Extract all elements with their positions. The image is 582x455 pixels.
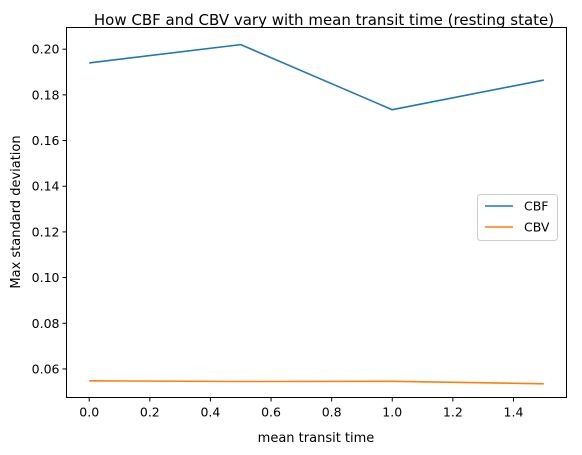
y-tick-label: 0.06 [32, 361, 60, 376]
x-tick-label: 0.0 [79, 405, 99, 420]
legend-label-cbf: CBF [524, 199, 549, 214]
y-tick-label: 0.16 [32, 133, 60, 148]
x-tick-label: 0.2 [140, 405, 160, 420]
legend-label-cbv: CBV [524, 220, 550, 235]
y-tick-label: 0.10 [32, 270, 60, 285]
y-axis: 0.06 0.08 0.10 0.12 0.14 0.16 0.18 0.20 [32, 42, 67, 377]
y-tick-label: 0.14 [32, 179, 60, 194]
series-line-cbv [89, 381, 544, 384]
y-tick-label: 0.18 [32, 87, 60, 102]
legend: CBF CBV [478, 195, 558, 241]
x-tick-label: 1.2 [443, 405, 463, 420]
x-tick-label: 1.4 [504, 405, 524, 420]
series-lines [89, 45, 544, 384]
x-tick-label: 1.0 [382, 405, 402, 420]
y-tick-label: 0.12 [32, 224, 60, 239]
y-tick-label: 0.20 [32, 42, 60, 57]
y-axis-label: Max standard deviation [9, 135, 24, 288]
x-tick-label: 0.6 [261, 405, 281, 420]
x-axis-label: mean transit time [258, 431, 375, 446]
series-line-cbf [89, 45, 544, 110]
x-tick-label: 0.4 [200, 405, 220, 420]
x-axis: 0.0 0.2 0.4 0.6 0.8 1.0 1.2 1.4 [79, 398, 523, 420]
y-tick-label: 0.08 [32, 316, 60, 331]
chart-title: How CBF and CBV vary with mean transit t… [94, 11, 554, 29]
x-tick-label: 0.8 [322, 405, 342, 420]
